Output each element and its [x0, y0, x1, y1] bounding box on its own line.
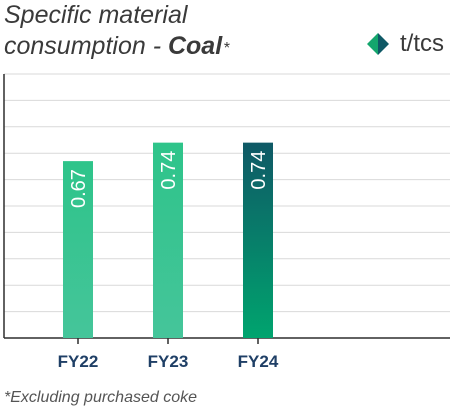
data-label: 0.74 — [158, 151, 180, 190]
title-asterisk: * — [223, 40, 230, 57]
footnote: *Excluding purchased coke — [4, 389, 198, 406]
data-label: 0.67 — [68, 169, 90, 208]
data-label: 0.74 — [248, 151, 270, 190]
bar-fy23 — [153, 142, 183, 338]
diamond-icon — [366, 33, 389, 55]
title-line-2-bold: Coal — [167, 32, 223, 60]
title-line-1: Specific material — [4, 1, 188, 29]
legend-label: t/tcs — [399, 30, 444, 57]
bar-fy24 — [243, 142, 273, 338]
bar-fy22 — [63, 161, 93, 338]
x-tick-label: FY23 — [148, 352, 189, 371]
legend: t/tcs — [366, 30, 444, 58]
chart-title: Specific material consumption - Coal* — [4, 0, 229, 62]
title-line-2-prefix: consumption - — [4, 32, 168, 60]
x-tick-label: FY22 — [58, 352, 99, 371]
x-tick-label: FY24 — [238, 352, 279, 371]
